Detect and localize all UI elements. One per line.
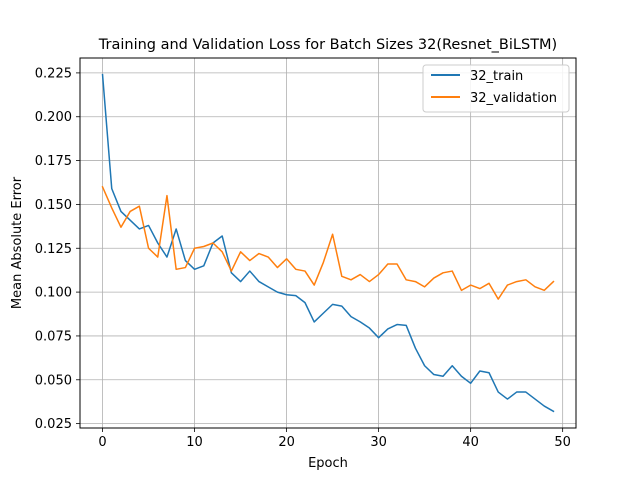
y-tick-label: 0.025 [35,417,72,432]
x-tick-label: 40 [462,435,479,450]
y-tick-label: 0.150 [35,198,72,213]
x-axis-label: Epoch [308,456,348,471]
series-line-32-validation [101,185,555,300]
legend-label-validation: 32_validation [470,91,557,106]
x-tick-label: 0 [98,435,106,450]
y-tick-label: 0.175 [35,154,72,169]
series-line-32-train [101,73,555,413]
y-tick-label: 0.200 [35,110,72,125]
x-tick-label: 20 [278,435,295,450]
legend-box [422,64,570,113]
y-tick-label: 0.100 [35,286,72,301]
series-layer [101,73,555,413]
y-tick-label: 0.125 [35,242,72,257]
y-tick-label: 0.225 [35,66,72,81]
x-tick-label: 50 [554,435,571,450]
chart-title: Training and Validation Loss for Batch S… [98,37,557,53]
plot-frame [79,57,577,429]
y-tick-label: 0.075 [35,329,72,344]
axis-ticks: 0 10 20 30 40 50 0.025 0.050 0.075 0.100 0.125 0.15… [35,66,571,450]
plot-area [80,58,576,428]
legend-label-train: 32_train [470,69,523,84]
x-tick-label: 30 [370,435,387,450]
y-tick-label: 0.050 [35,373,72,388]
x-tick-label: 10 [186,435,203,450]
y-axis-label: Mean Absolute Error [10,176,25,309]
legend: 32_train 32_validation [422,64,570,113]
